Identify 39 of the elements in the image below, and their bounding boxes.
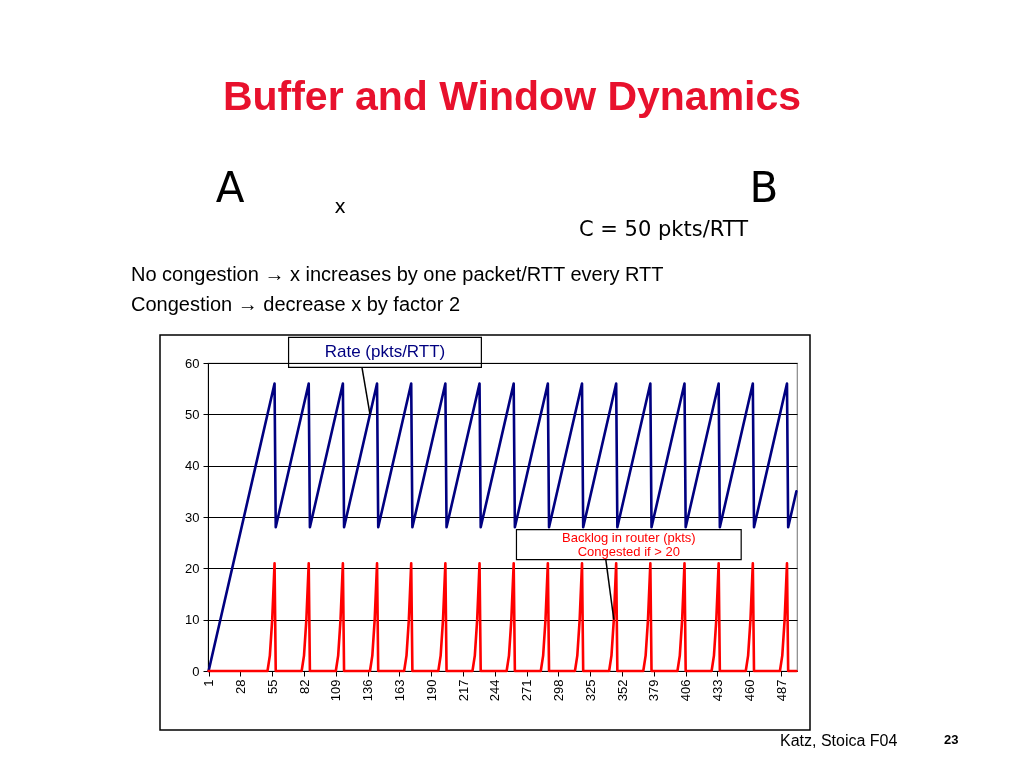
x-tick-label: 163 (391, 679, 407, 702)
x-tick-label: 190 (423, 679, 439, 702)
text: No congestion → x increases by one packet/RTT every RTT (131, 263, 664, 285)
x-tick-label: 325 (582, 679, 598, 702)
chart-title: Buffer and Window Dynamics (222, 73, 802, 119)
y-tick-label: 10 (185, 612, 200, 628)
y-tick-label: 40 (185, 458, 200, 474)
x-tick-label: 55 (264, 679, 280, 694)
annotation: Backlog in router (pkts) Congested if > 20 (561, 529, 696, 559)
x-tick-label: 352 (614, 679, 630, 702)
y-tick-label: 20 (185, 560, 200, 576)
text: B (749, 163, 779, 212)
x-tick-label: 244 (487, 679, 503, 702)
annotation: Rate (pkts/RTT) (324, 342, 446, 362)
x-tick-label: 136 (360, 679, 376, 702)
x-tick-label: 28 (232, 679, 248, 694)
text: 23 (944, 732, 959, 747)
x-tick-label: 109 (328, 679, 344, 702)
text: A (215, 163, 245, 212)
x-tick-label: 406 (678, 679, 694, 702)
line-series (207, 382, 798, 673)
text: x (334, 195, 346, 217)
y-tick-label: 60 (185, 355, 200, 371)
y-tick-label: 0 (192, 663, 200, 679)
y-tick-label: 30 (185, 509, 200, 525)
x-tick-label: 379 (646, 679, 662, 702)
x-tick-label: 487 (773, 679, 789, 702)
x-tick-label: 217 (455, 679, 471, 702)
x-tick-label: 460 (741, 679, 757, 702)
text: C = 50 pkts/RTT (579, 217, 749, 241)
y-tick-label: 50 (185, 406, 200, 422)
x-tick-label: 433 (709, 679, 725, 702)
x-tick-label: 271 (519, 679, 535, 702)
x-tick-label: 1 (201, 679, 217, 687)
text: Katz, Stoica F04 (780, 732, 898, 749)
text: Congestion → decrease x by factor 2 (131, 293, 461, 315)
line-series (207, 561, 798, 673)
x-tick-label: 82 (296, 679, 312, 694)
x-tick-label: 298 (550, 679, 566, 702)
